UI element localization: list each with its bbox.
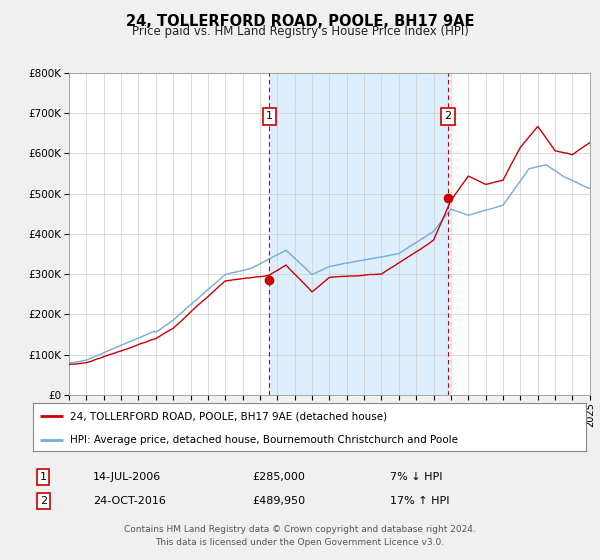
Text: Price paid vs. HM Land Registry's House Price Index (HPI): Price paid vs. HM Land Registry's House …: [131, 25, 469, 38]
Text: 24, TOLLERFORD ROAD, POOLE, BH17 9AE: 24, TOLLERFORD ROAD, POOLE, BH17 9AE: [126, 14, 474, 29]
Text: Contains HM Land Registry data © Crown copyright and database right 2024.: Contains HM Land Registry data © Crown c…: [124, 525, 476, 534]
Bar: [269, 73, 448, 395]
Text: 7% ↓ HPI: 7% ↓ HPI: [390, 472, 443, 482]
Text: 17% ↑ HPI: 17% ↑ HPI: [390, 496, 449, 506]
Text: 24, TOLLERFORD ROAD, POOLE, BH17 9AE (detached house): 24, TOLLERFORD ROAD, POOLE, BH17 9AE (de…: [70, 411, 387, 421]
Text: £285,000: £285,000: [252, 472, 305, 482]
Text: 1: 1: [266, 111, 273, 122]
Text: 24-OCT-2016: 24-OCT-2016: [93, 496, 166, 506]
Text: This data is licensed under the Open Government Licence v3.0.: This data is licensed under the Open Gov…: [155, 538, 445, 547]
Text: 2: 2: [444, 111, 451, 122]
Text: 1: 1: [40, 472, 47, 482]
Text: HPI: Average price, detached house, Bournemouth Christchurch and Poole: HPI: Average price, detached house, Bour…: [70, 435, 458, 445]
Text: 2: 2: [40, 496, 47, 506]
Text: £489,950: £489,950: [252, 496, 305, 506]
Text: 14-JUL-2006: 14-JUL-2006: [93, 472, 161, 482]
